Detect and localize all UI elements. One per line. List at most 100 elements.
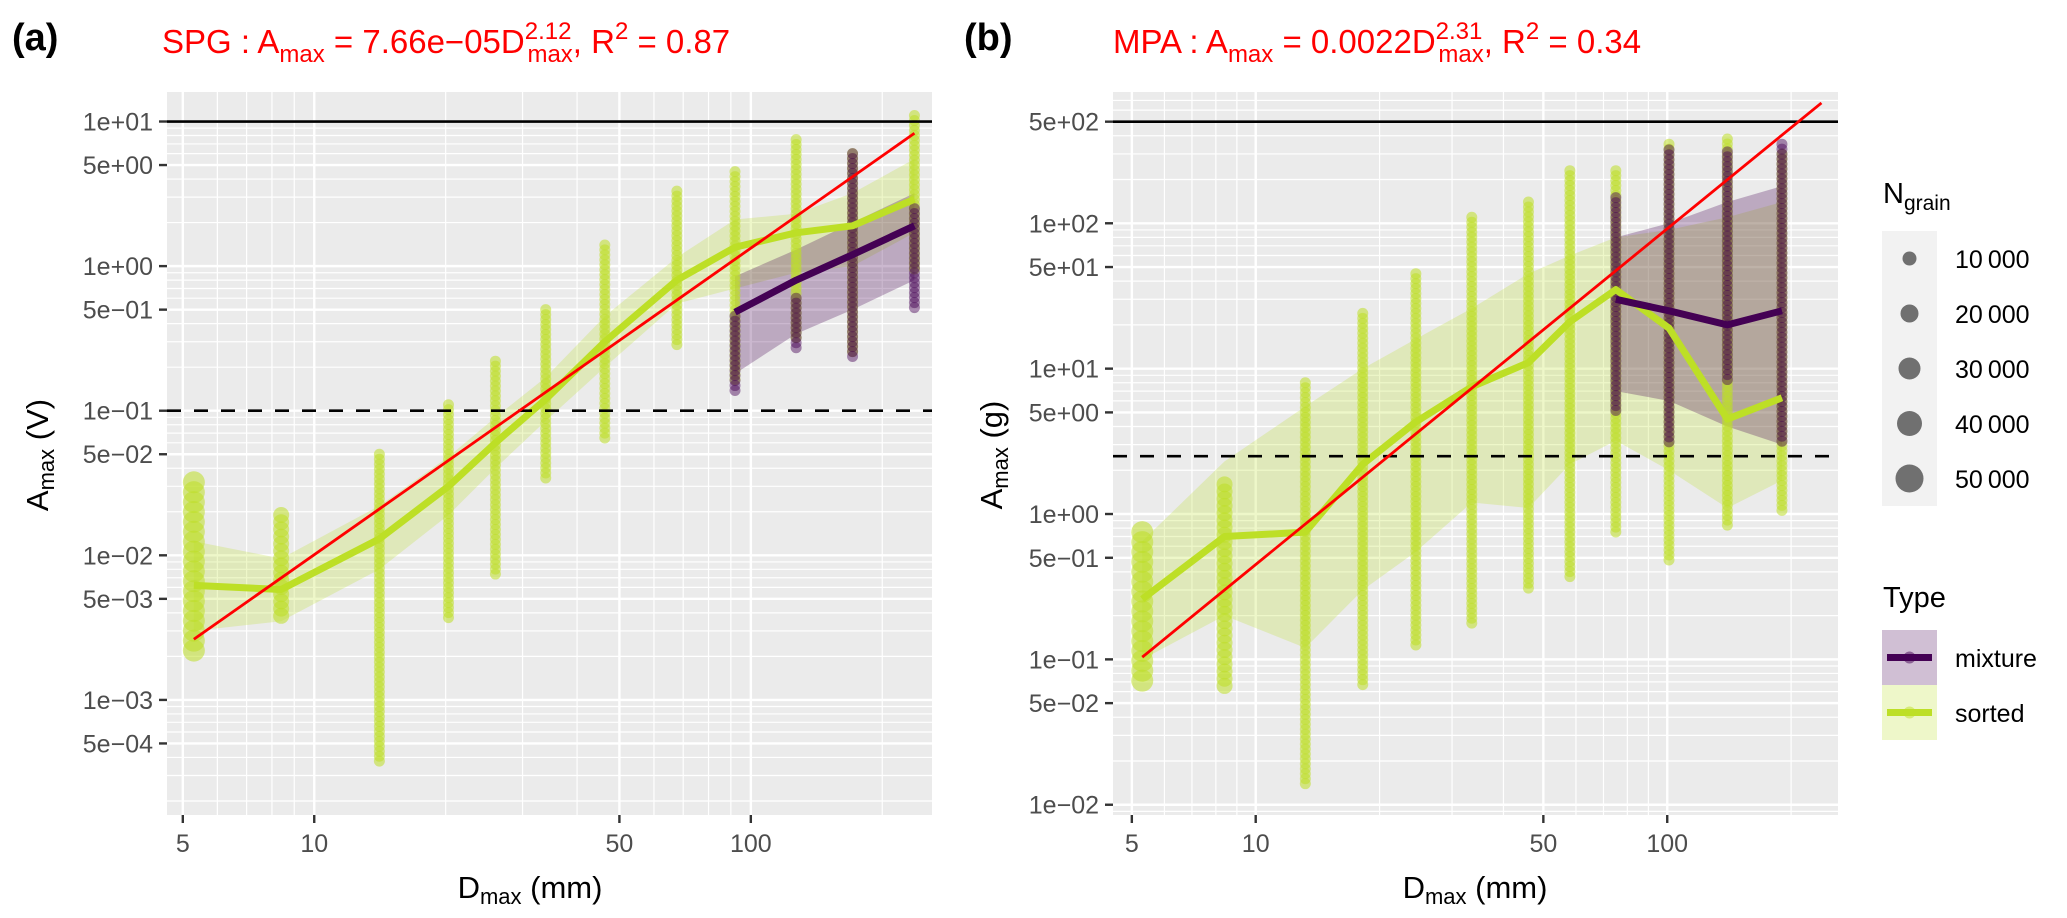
data-point [1776, 237, 1788, 249]
y-tick-label: 5e−02 [1029, 690, 1099, 718]
data-point [847, 202, 859, 214]
panel-a-power-fit-line [193, 132, 916, 641]
y-tick-label: 1e−02 [83, 542, 153, 570]
data-point [847, 296, 859, 308]
data-point [1776, 321, 1788, 333]
data-point [1466, 617, 1478, 629]
data-point [1610, 405, 1622, 417]
data-point [1721, 215, 1733, 227]
y-tick-label: 5e+02 [1029, 109, 1099, 137]
panel-b-x-axis-title: Dmax (mm) [1403, 870, 1548, 909]
data-point [1610, 395, 1622, 407]
data-point [1776, 287, 1788, 299]
panel-b-sorted-points-column [1610, 165, 1622, 538]
data-point [1721, 240, 1733, 252]
data-point [1776, 405, 1788, 417]
data-point [1721, 374, 1733, 386]
data-point [1610, 335, 1622, 347]
data-point [1663, 431, 1675, 443]
data-point [1610, 231, 1622, 243]
data-point [1776, 381, 1788, 393]
data-point [1663, 208, 1675, 220]
data-point [847, 153, 859, 165]
data-point [1721, 166, 1733, 178]
data-point [1663, 416, 1675, 428]
data-point [790, 292, 802, 304]
data-point [1776, 410, 1788, 422]
data-point [1721, 255, 1733, 267]
panel-a-mixture-points-column [790, 292, 802, 354]
data-point [1776, 336, 1788, 348]
data-point [1663, 183, 1675, 195]
data-point [1776, 168, 1788, 180]
data-point [908, 277, 920, 289]
data-point [1663, 193, 1675, 205]
data-point [1776, 351, 1788, 363]
data-point [790, 312, 802, 324]
data-point [1776, 346, 1788, 358]
panel-b-sorted-points-column [1564, 165, 1576, 583]
data-point [1721, 359, 1733, 371]
data-point [1663, 396, 1675, 408]
data-point [729, 345, 741, 357]
data-point [729, 385, 741, 397]
panel-b-equation: MPA : Amax = 0.0022D2.31 max, R2 = 0.34 [1113, 18, 1641, 68]
data-point [1610, 365, 1622, 377]
data-point [1776, 297, 1788, 309]
data-point [1610, 207, 1622, 219]
panel-b-sorted-points-column [1357, 307, 1369, 691]
data-point [790, 302, 802, 314]
data-point [1776, 331, 1788, 343]
x-tick-label: 100 [1646, 830, 1688, 858]
data-point [1721, 275, 1733, 287]
data-point [1776, 188, 1788, 200]
panel-b-sorted-points-column [1776, 148, 1788, 516]
data-point [1721, 270, 1733, 282]
data-point [1663, 258, 1675, 270]
data-point [1776, 217, 1788, 229]
data-point [1721, 205, 1733, 217]
data-point [1663, 372, 1675, 384]
data-point [1721, 280, 1733, 292]
data-point [908, 267, 920, 279]
data-point [1663, 273, 1675, 285]
data-point [1721, 364, 1733, 376]
data-point [1610, 360, 1622, 372]
data-point [729, 375, 741, 387]
y-tick-label: 5e+00 [1029, 399, 1099, 427]
data-point [1610, 306, 1622, 318]
panel-a-plot-area: 5 10 50 100 1e+01 5e+00 1e+00 5e−01 1e−01 5e−02 1e… [83, 92, 932, 858]
data-point [1610, 526, 1622, 538]
data-point [1776, 425, 1788, 437]
data-point [847, 271, 859, 283]
data-point [1610, 202, 1622, 214]
data-point [1564, 571, 1576, 583]
data-point [1610, 375, 1622, 387]
data-point [1610, 246, 1622, 258]
panel-a-sorted-points-column [273, 507, 290, 624]
data-point [1776, 212, 1788, 224]
data-point [847, 212, 859, 224]
size-legend-label: 10 000 [1955, 246, 2030, 274]
x-tick-label: 10 [1242, 830, 1270, 858]
y-tick-label: 5e+00 [83, 152, 153, 180]
data-point [1776, 178, 1788, 190]
data-point [790, 307, 802, 319]
panel-a-sorted-points-column [847, 148, 859, 358]
data-point [1776, 361, 1788, 373]
data-point [847, 182, 859, 194]
data-point [1776, 401, 1788, 413]
panel-b-sorted-points-column [1299, 377, 1311, 790]
data-point [1721, 245, 1733, 257]
size-legend-circle [1895, 464, 1924, 493]
data-point [790, 342, 802, 354]
data-point [1721, 299, 1733, 311]
panel-b-mixture-points-column [1776, 138, 1788, 447]
data-point [1721, 369, 1733, 381]
data-point [1610, 345, 1622, 357]
data-point [847, 197, 859, 209]
data-point [1776, 504, 1788, 516]
panel-a-tag: (a) [12, 17, 58, 59]
data-point [1663, 401, 1675, 413]
data-point [1721, 151, 1733, 163]
